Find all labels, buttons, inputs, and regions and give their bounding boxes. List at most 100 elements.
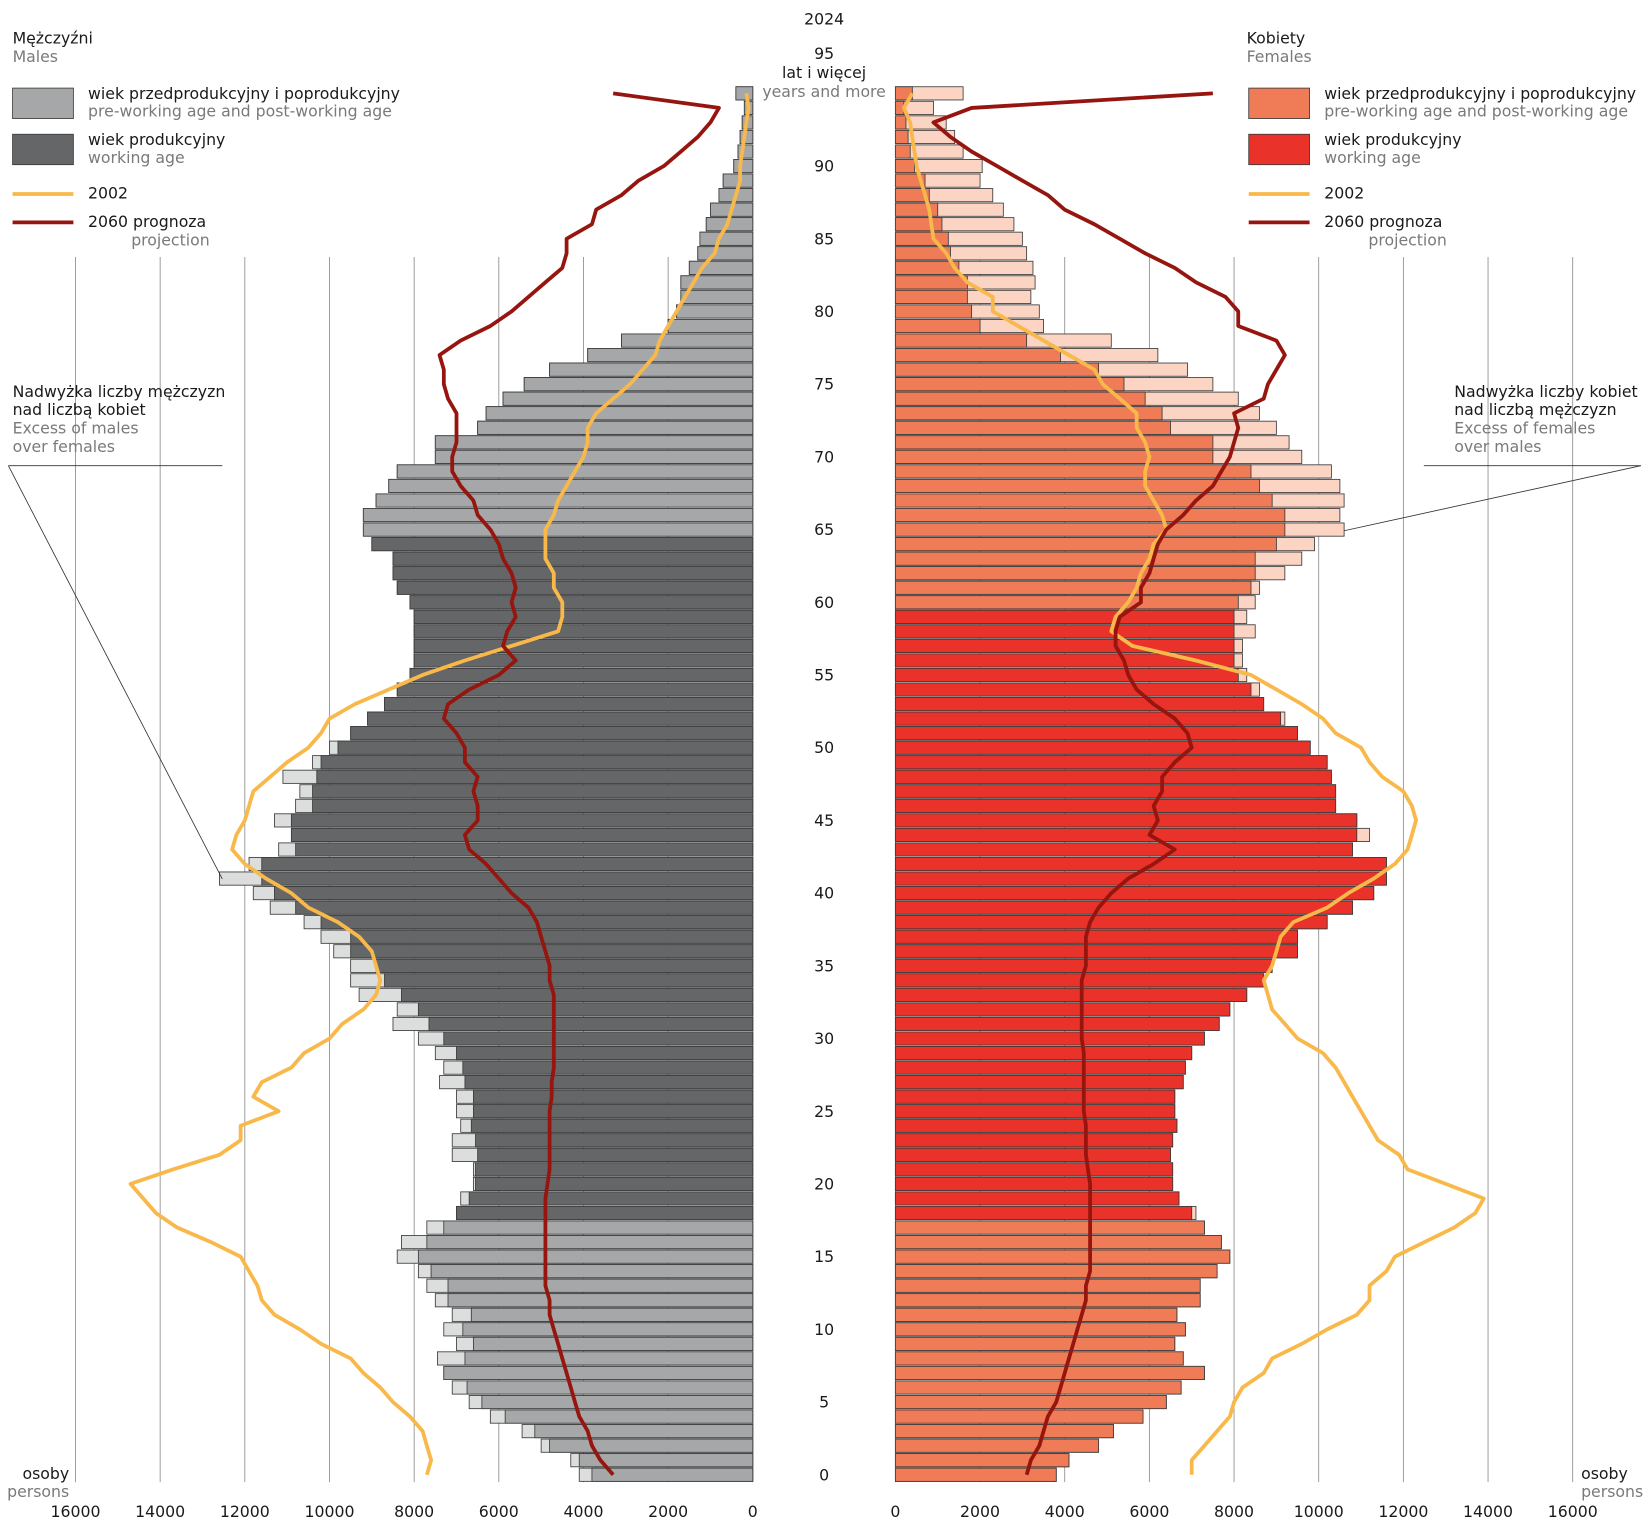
bar bbox=[894, 1293, 1201, 1308]
bar bbox=[894, 711, 1282, 726]
bar bbox=[261, 856, 754, 872]
bar bbox=[894, 1453, 1070, 1468]
bar bbox=[894, 624, 1235, 639]
bar bbox=[894, 1365, 1205, 1380]
bar bbox=[485, 406, 754, 421]
y-tick-label: 35 bbox=[814, 956, 834, 975]
x-tick-label: 12000 bbox=[1378, 1502, 1428, 1521]
bar bbox=[894, 1395, 1167, 1410]
bar bbox=[667, 318, 754, 334]
bar bbox=[894, 318, 981, 334]
bar bbox=[443, 1031, 754, 1046]
annotation-en: Excess of males bbox=[13, 418, 139, 437]
bar bbox=[472, 1336, 754, 1351]
bar bbox=[456, 1046, 754, 1061]
bar bbox=[894, 987, 1248, 1002]
bar bbox=[396, 580, 754, 595]
bar bbox=[894, 944, 1298, 959]
bar bbox=[894, 1278, 1201, 1293]
bar bbox=[413, 638, 754, 653]
bar bbox=[413, 653, 754, 668]
bar bbox=[894, 435, 1214, 450]
bar bbox=[894, 1467, 1057, 1482]
bar bbox=[894, 1191, 1180, 1206]
bar bbox=[447, 1293, 754, 1308]
bar bbox=[894, 1351, 1184, 1366]
y-tick-label: 15 bbox=[814, 1247, 834, 1266]
bar bbox=[894, 580, 1252, 595]
line-projection bbox=[931, 91, 1287, 1476]
bar bbox=[894, 493, 1273, 508]
bar bbox=[428, 1016, 754, 1032]
bar bbox=[591, 1467, 754, 1482]
legend-label-en: working age bbox=[1324, 148, 1421, 167]
bar bbox=[350, 726, 754, 741]
bar bbox=[894, 173, 926, 188]
bar bbox=[894, 1235, 1222, 1250]
bar bbox=[413, 609, 754, 624]
bar bbox=[396, 682, 754, 697]
bar bbox=[894, 886, 1375, 901]
bar bbox=[312, 784, 754, 799]
bar bbox=[375, 958, 754, 973]
bar bbox=[894, 1438, 1100, 1453]
bar bbox=[468, 1191, 754, 1206]
unit-label-en: persons bbox=[7, 1482, 69, 1501]
x-tick-label: 8000 bbox=[394, 1502, 434, 1521]
bar bbox=[894, 1089, 1176, 1104]
bar bbox=[894, 449, 1214, 464]
bar bbox=[894, 1046, 1193, 1061]
bar bbox=[894, 333, 1028, 348]
bar bbox=[417, 1002, 754, 1017]
age-top-label: lat i więcej bbox=[782, 63, 866, 82]
y-tick-label: 50 bbox=[814, 738, 834, 757]
panel-title-en: Females bbox=[1247, 47, 1312, 66]
legend-swatch bbox=[12, 133, 74, 166]
bar bbox=[894, 464, 1252, 479]
bar bbox=[894, 1002, 1231, 1017]
bar bbox=[320, 755, 754, 770]
legend-swatch bbox=[1248, 133, 1310, 166]
bar bbox=[894, 1016, 1220, 1032]
bar bbox=[894, 929, 1298, 944]
unit-label-en: persons bbox=[1581, 1482, 1643, 1501]
bar bbox=[477, 420, 754, 435]
bar bbox=[413, 624, 754, 639]
x-tick-label: 2000 bbox=[648, 1502, 688, 1521]
bar bbox=[894, 871, 1387, 886]
unit-label: osoby bbox=[22, 1464, 69, 1483]
bar bbox=[470, 1118, 754, 1133]
bar bbox=[697, 246, 754, 261]
bar bbox=[549, 362, 754, 377]
y-tick-label: 60 bbox=[814, 593, 834, 612]
bar bbox=[350, 929, 754, 944]
legend-label-en: projection bbox=[1368, 231, 1446, 250]
annotation: nad liczbą kobiet bbox=[13, 400, 146, 419]
bar bbox=[894, 391, 1146, 406]
bar bbox=[894, 275, 968, 290]
x-tick-label: 12000 bbox=[220, 1502, 270, 1521]
bar bbox=[894, 813, 1358, 828]
bar bbox=[475, 1162, 754, 1177]
bar bbox=[894, 1162, 1174, 1177]
bar bbox=[894, 726, 1298, 741]
legend-label: wiek przedprodukcyjny i poprodukcyjny bbox=[88, 84, 400, 103]
bar bbox=[894, 522, 1286, 537]
x-tick-label: 6000 bbox=[479, 1502, 519, 1521]
bar bbox=[894, 900, 1353, 915]
bar bbox=[894, 1220, 1205, 1235]
bar bbox=[894, 667, 1239, 683]
x-tick-label: 8000 bbox=[1214, 1502, 1254, 1521]
x-tick-label: 16000 bbox=[1548, 1502, 1598, 1521]
age-top-label-en: years and more bbox=[762, 82, 886, 101]
bar bbox=[470, 1307, 754, 1322]
bar bbox=[894, 86, 913, 101]
bar bbox=[894, 1205, 1193, 1221]
bar bbox=[466, 1380, 754, 1395]
bar bbox=[409, 595, 754, 610]
bar bbox=[534, 1424, 754, 1439]
bar bbox=[290, 813, 754, 828]
bar bbox=[409, 667, 754, 683]
